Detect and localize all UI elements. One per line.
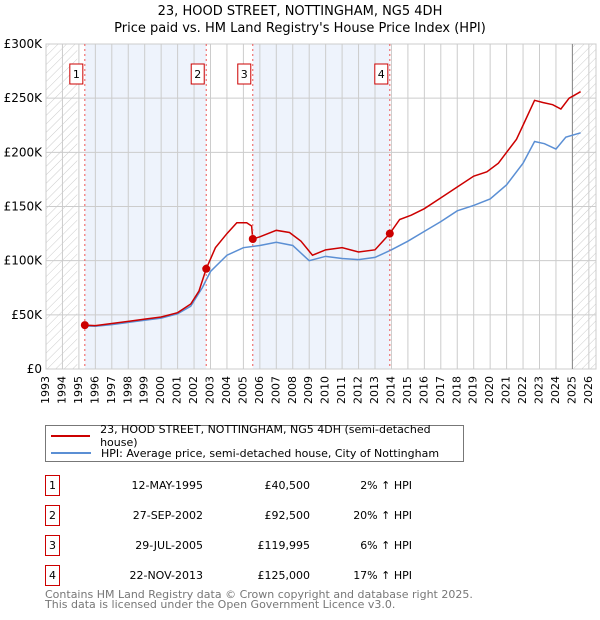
sale-price: £40,500 xyxy=(264,479,311,492)
x-tick-label: 2012 xyxy=(352,376,365,404)
blue-line-swatch xyxy=(51,452,91,454)
legend-item-property: 23, HOOD STREET, NOTTINGHAM, NG5 4DH (se… xyxy=(51,423,463,449)
x-tick-label: 2025 xyxy=(565,376,578,404)
sale-row: 4 22-NOV-2013 £125,000 17% ↑ HPI xyxy=(45,565,445,586)
sale-row: 1 12-MAY-1995 £40,500 2% ↑ HPI xyxy=(45,475,445,496)
x-tick-label: 2016 xyxy=(417,376,430,404)
x-tick-label: 1999 xyxy=(138,376,151,404)
x-tick-label: 2018 xyxy=(450,376,463,404)
x-tick-label: 2005 xyxy=(236,376,249,404)
x-tick-label: 2000 xyxy=(154,376,167,404)
x-tick-label: 2001 xyxy=(171,376,184,404)
x-tick-label: 2026 xyxy=(582,376,595,404)
x-tick-label: 1998 xyxy=(121,376,134,404)
x-tick-label: 2019 xyxy=(467,376,480,404)
sale-price: £92,500 xyxy=(264,509,311,522)
copyright-text: Contains HM Land Registry data © Crown c… xyxy=(45,588,473,601)
plot-border xyxy=(45,43,597,370)
x-tick-label: 1996 xyxy=(88,376,101,404)
y-tick-label: £200K xyxy=(4,145,44,159)
price-chart: 1993 1994 1995 1996 1997 1998 1999 2000 2001 2002… xyxy=(4,37,597,404)
x-tick-label: 2013 xyxy=(368,376,381,404)
x-tick-label: 2020 xyxy=(483,376,496,404)
footer: Contains HM Land Registry data © Crown c… xyxy=(45,588,473,611)
legend-label: HPI: Average price, semi-detached house,… xyxy=(101,446,440,460)
red-line-swatch xyxy=(51,435,91,437)
price-paid-line xyxy=(84,91,581,327)
x-tick-label: 2014 xyxy=(384,376,397,404)
sale-date: 12-MAY-1995 xyxy=(131,479,203,492)
x-tick-label: 1993 xyxy=(39,376,52,404)
x-tick-label: 2009 xyxy=(302,376,315,404)
sale-label-box xyxy=(69,63,84,85)
sale-label-box xyxy=(237,63,252,85)
sale-hpi: 20% ↑ HPI xyxy=(353,509,412,522)
x-tick-label: 2024 xyxy=(549,376,562,404)
x-tick-label: 1995 xyxy=(72,376,85,404)
sale-hpi: 6% ↑ HPI xyxy=(360,539,412,552)
sale-label-box xyxy=(190,63,205,85)
sale-date: 27-SEP-2002 xyxy=(132,509,203,522)
y-tick-label: £250K xyxy=(4,91,44,105)
sale-number: 3 xyxy=(45,535,60,556)
sale-point xyxy=(248,235,257,244)
x-tick-label: 2017 xyxy=(434,376,447,404)
x-tick-label: 1994 xyxy=(55,376,68,404)
legend-label: 23, HOOD STREET, NOTTINGHAM, NG5 4DH (se… xyxy=(100,423,431,449)
sale-point xyxy=(80,321,89,330)
hpi-line xyxy=(84,132,581,327)
chart-subtitle: Price paid vs. HM Land Registry's House … xyxy=(114,21,486,36)
chart-title: 23, HOOD STREET, NOTTINGHAM, NG5 4DH xyxy=(157,4,443,19)
x-tick-label: 2002 xyxy=(187,376,200,404)
sale-point xyxy=(202,264,211,273)
x-tick-label: 2007 xyxy=(269,376,282,404)
x-tick-label: 2006 xyxy=(253,376,266,404)
x-tick-label: 2004 xyxy=(220,376,233,404)
y-tick-label: £150K xyxy=(4,200,44,214)
y-tick-label: £50K xyxy=(11,308,43,322)
sale-number: 1 xyxy=(45,475,60,496)
x-tick-label: 2023 xyxy=(533,376,546,404)
y-tick-label: £0 xyxy=(27,362,42,376)
legend-item-hpi: HPI: Average price, semi-detached house,… xyxy=(51,445,439,461)
sale-price: £119,995 xyxy=(257,539,311,552)
legend: 23, HOOD STREET, NOTTINGHAM, NG5 4DH (se… xyxy=(45,423,464,462)
x-tick-label: 2022 xyxy=(516,376,529,404)
sale-row: 3 29-JUL-2005 £119,995 6% ↑ HPI xyxy=(45,535,445,556)
x-tick-label: 2021 xyxy=(500,376,513,404)
x-tick-label: 2015 xyxy=(401,376,414,404)
sale-label: 2 xyxy=(194,68,201,81)
x-tick-label: 2008 xyxy=(286,376,299,404)
sale-hpi: 2% ↑ HPI xyxy=(360,479,412,492)
sale-point xyxy=(385,229,394,238)
sale-label-box xyxy=(374,63,389,85)
sale-label: 1 xyxy=(73,68,80,81)
x-tick-label: 2010 xyxy=(319,376,332,404)
sale-number: 2 xyxy=(45,505,60,526)
sale-number: 4 xyxy=(45,565,60,586)
sale-hpi: 17% ↑ HPI xyxy=(353,569,412,582)
x-tick-label: 2003 xyxy=(204,376,217,404)
sale-date: 22-NOV-2013 xyxy=(129,569,203,582)
sale-price: £125,000 xyxy=(257,569,311,582)
y-tick-label: £300K xyxy=(4,37,44,51)
sale-label: 3 xyxy=(241,68,248,81)
sale-label: 4 xyxy=(378,68,385,81)
x-tick-label: 2011 xyxy=(335,376,348,404)
sale-row: 2 27-SEP-2002 £92,500 20% ↑ HPI xyxy=(45,505,445,526)
y-tick-label: £100K xyxy=(4,254,44,268)
licence-text: This data is licensed under the Open Gov… xyxy=(45,598,396,611)
sale-date: 29-JUL-2005 xyxy=(135,539,203,552)
x-tick-label: 1997 xyxy=(105,376,118,404)
